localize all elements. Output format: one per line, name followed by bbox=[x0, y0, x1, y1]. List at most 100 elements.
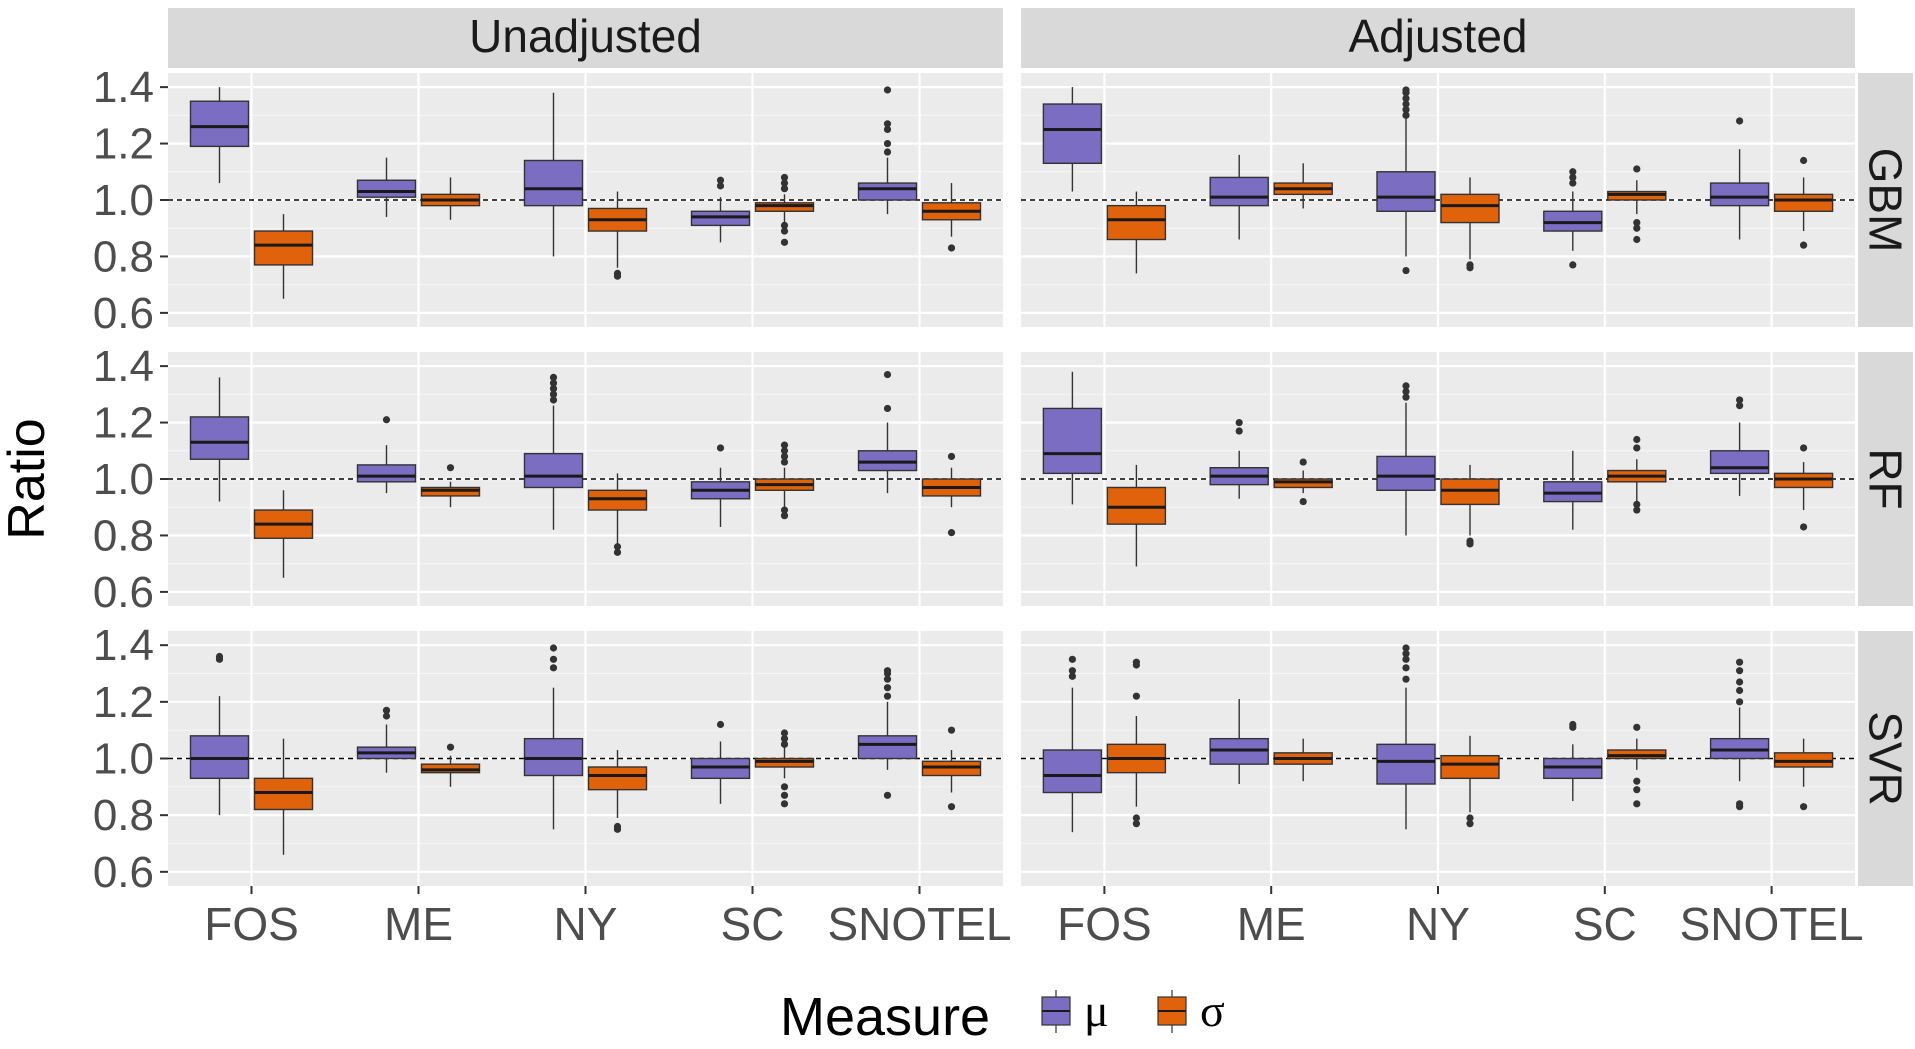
y-tick-label: 0.6 bbox=[93, 289, 154, 338]
x-tick-label: SNOTEL bbox=[827, 898, 1011, 950]
outlier-point bbox=[549, 385, 558, 393]
box-fos bbox=[1042, 749, 1103, 794]
y-tick-label: 0.8 bbox=[93, 232, 154, 281]
y-tick-label: 1.2 bbox=[93, 399, 154, 448]
outlier-point bbox=[1402, 655, 1410, 663]
outlier-point bbox=[1633, 444, 1641, 452]
outlier-point bbox=[1736, 678, 1744, 686]
outlier-point bbox=[1402, 664, 1410, 672]
outlier-point bbox=[382, 416, 391, 424]
outlier-point bbox=[1736, 667, 1744, 675]
outlier-point bbox=[1132, 820, 1140, 828]
outlier-point bbox=[1402, 393, 1410, 401]
outlier-point bbox=[780, 740, 789, 748]
outlier-point bbox=[1402, 94, 1410, 102]
outlier-point bbox=[1736, 396, 1744, 404]
outlier-point bbox=[947, 452, 956, 461]
outlier-point bbox=[1736, 658, 1744, 666]
outlier-point bbox=[780, 735, 789, 743]
outlier-point bbox=[1132, 692, 1140, 700]
outlier-point bbox=[549, 664, 558, 672]
outlier-point bbox=[1633, 500, 1641, 508]
outlier-point bbox=[883, 692, 892, 700]
outlier-point bbox=[780, 452, 789, 461]
outlier-point bbox=[716, 720, 725, 729]
outlier-point bbox=[1235, 418, 1243, 427]
outlier-point bbox=[1800, 241, 1808, 249]
box-snotel bbox=[1709, 450, 1770, 475]
outlier-point bbox=[883, 667, 892, 675]
outlier-point bbox=[382, 712, 391, 720]
strip-label-svr: SVR bbox=[1860, 711, 1912, 806]
outlier-point bbox=[1402, 387, 1410, 396]
outlier-point bbox=[1299, 458, 1307, 466]
box-me bbox=[356, 464, 417, 483]
outlier-point bbox=[549, 379, 558, 387]
box-ny bbox=[523, 452, 584, 489]
outlier-point bbox=[780, 173, 789, 182]
outlier-point bbox=[780, 783, 789, 791]
outlier-point bbox=[780, 227, 789, 235]
box-fos bbox=[1106, 204, 1167, 241]
x-tick-label: SC bbox=[1573, 898, 1637, 950]
outlier-point bbox=[1633, 218, 1641, 227]
outlier-point bbox=[215, 652, 224, 661]
outlier-point bbox=[549, 644, 558, 652]
box-ny bbox=[1440, 754, 1500, 780]
outlier-point bbox=[613, 543, 622, 551]
y-tick-label: 1.0 bbox=[93, 735, 154, 784]
box-snotel bbox=[857, 182, 918, 201]
outlier-point bbox=[780, 441, 789, 449]
box-fos bbox=[253, 230, 314, 266]
box-fos bbox=[1042, 407, 1103, 475]
outlier-point bbox=[1299, 497, 1307, 506]
box-snotel bbox=[1709, 182, 1770, 207]
box-ny bbox=[1376, 455, 1436, 491]
outlier-point bbox=[780, 458, 789, 466]
box-fos bbox=[1042, 103, 1103, 165]
outlier-point bbox=[883, 404, 892, 413]
outlier-point bbox=[1402, 650, 1410, 658]
outlier-point bbox=[1466, 820, 1474, 828]
outlier-point bbox=[382, 706, 391, 714]
outlier-point bbox=[1633, 723, 1641, 731]
outlier-point bbox=[549, 396, 558, 404]
outlier-point bbox=[780, 506, 789, 514]
outlier-point bbox=[716, 176, 725, 184]
x-tick-label: FOS bbox=[1057, 898, 1152, 950]
legend-label-sigma: σ bbox=[1200, 985, 1225, 1036]
outlier-point bbox=[613, 822, 622, 831]
outlier-point bbox=[1569, 179, 1577, 187]
outlier-point bbox=[1736, 686, 1744, 695]
x-tick-label: NY bbox=[1406, 898, 1470, 950]
outlier-point bbox=[1402, 100, 1410, 108]
outlier-point bbox=[1633, 800, 1641, 808]
outlier-point bbox=[1402, 675, 1410, 683]
outlier-point bbox=[883, 125, 892, 134]
y-tick-label: 1.2 bbox=[93, 678, 154, 727]
outlier-point bbox=[780, 791, 789, 799]
strip-right-svr bbox=[1858, 631, 1913, 886]
x-tick-label: ME bbox=[1237, 898, 1306, 950]
x-tick-label: FOS bbox=[204, 898, 299, 950]
x-tick-label: ME bbox=[384, 898, 453, 950]
strip-label-rf: RF bbox=[1860, 448, 1912, 509]
box-ny bbox=[523, 159, 584, 207]
y-tick-label: 0.8 bbox=[93, 791, 154, 840]
outlier-point bbox=[883, 86, 892, 94]
outlier-point bbox=[446, 743, 455, 751]
box-me bbox=[356, 179, 417, 198]
outlier-point bbox=[1402, 111, 1410, 119]
outlier-point bbox=[446, 464, 455, 472]
outlier-point bbox=[1402, 86, 1410, 94]
strip-top-unadjusted bbox=[168, 8, 1003, 68]
strip-label-gbm: GBM bbox=[1860, 148, 1912, 253]
legend-label-mu: μ bbox=[1084, 985, 1109, 1036]
box-ny bbox=[1440, 193, 1500, 224]
y-tick-label: 1.2 bbox=[93, 120, 154, 169]
x-tick-label: SC bbox=[721, 898, 785, 950]
y-tick-label: 1.4 bbox=[93, 63, 154, 112]
y-axis-title: Ratio bbox=[0, 418, 56, 539]
y-tick-label: 1.0 bbox=[93, 455, 154, 504]
